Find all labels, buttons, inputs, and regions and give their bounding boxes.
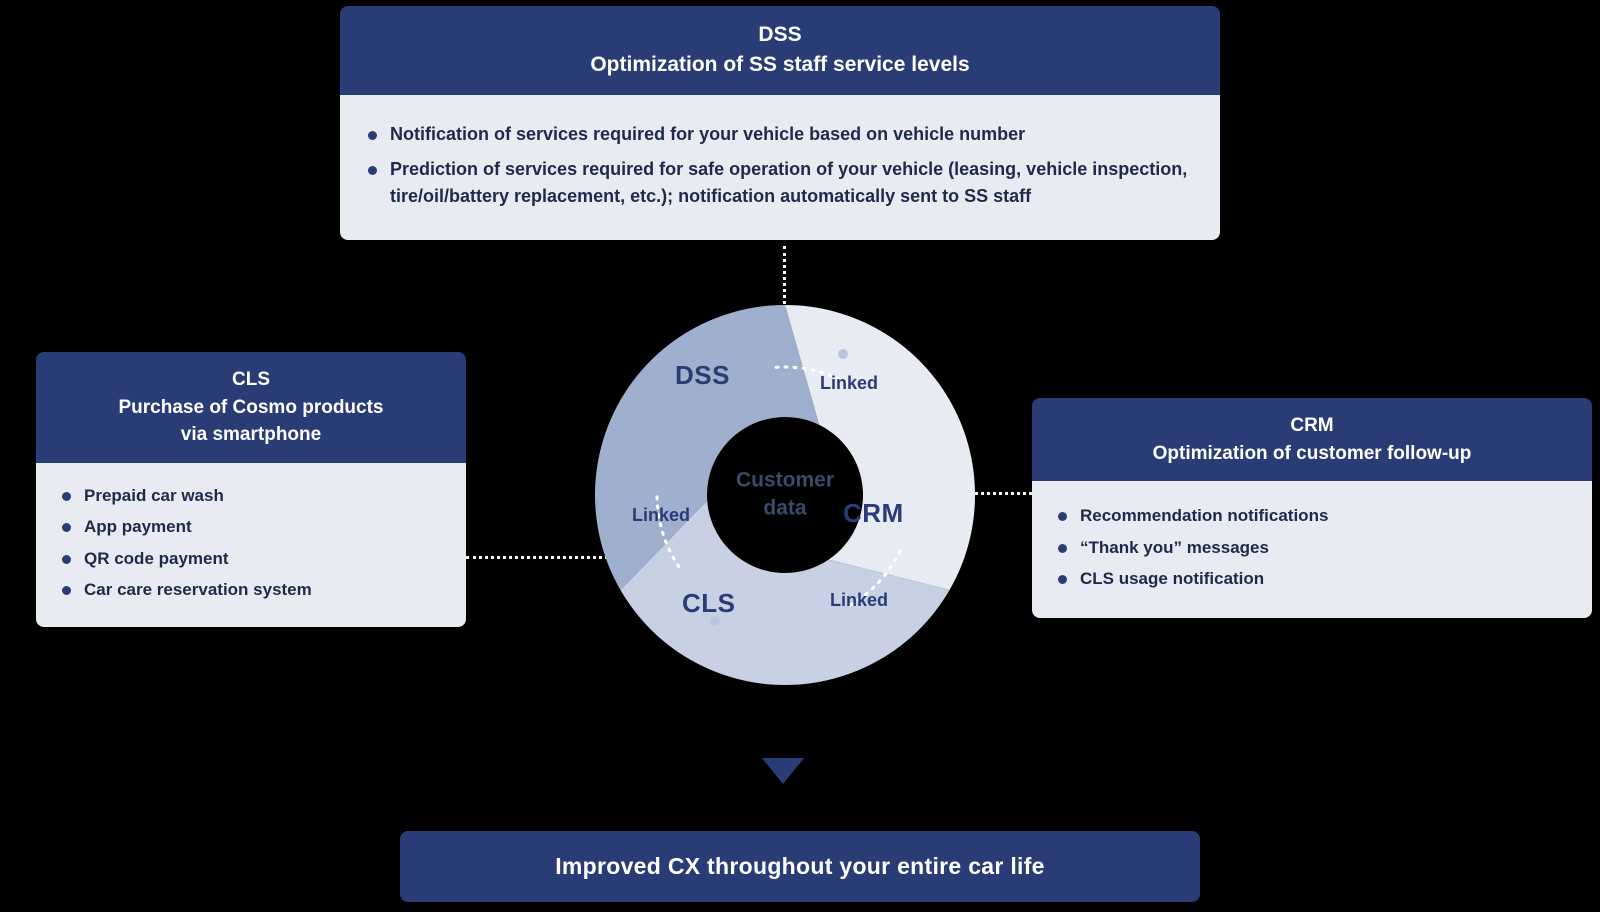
- donut-accent-dot: [710, 616, 720, 626]
- card-cls-bullet: Prepaid car wash: [62, 483, 440, 509]
- card-crm: CRM Optimization of customer follow-up R…: [1032, 398, 1592, 618]
- diagram-canvas: DSS Optimization of SS staff service lev…: [0, 0, 1600, 912]
- card-crm-bullet: Recommendation notifications: [1058, 503, 1566, 529]
- bottom-banner: Improved CX throughout your entire car l…: [400, 831, 1200, 902]
- card-cls-body: Prepaid car wash App payment QR code pay…: [36, 463, 466, 627]
- card-cls: CLS Purchase of Cosmo products via smart…: [36, 352, 466, 627]
- card-cls-bullet: Car care reservation system: [62, 577, 440, 603]
- card-cls-subtitle-2: via smartphone: [181, 424, 321, 445]
- card-crm-body: Recommendation notifications “Thank you”…: [1032, 481, 1592, 618]
- donut-svg: [590, 300, 980, 690]
- bottom-banner-text: Improved CX throughout your entire car l…: [555, 853, 1045, 879]
- down-arrow-icon: [762, 758, 804, 800]
- card-dss-body: Notification of services required for yo…: [340, 95, 1220, 240]
- card-crm-header: CRM Optimization of customer follow-up: [1032, 398, 1592, 481]
- donut-accent-dot: [838, 349, 848, 359]
- card-dss-bullet: Notification of services required for yo…: [368, 121, 1192, 148]
- card-cls-title: CLS: [232, 369, 270, 390]
- card-dss-subtitle: Optimization of SS staff service levels: [590, 53, 969, 76]
- card-dss-title: DSS: [758, 23, 801, 46]
- card-cls-subtitle-1: Purchase of Cosmo products: [119, 397, 384, 418]
- card-crm-subtitle: Optimization of customer follow-up: [1153, 443, 1472, 464]
- card-cls-header: CLS Purchase of Cosmo products via smart…: [36, 352, 466, 463]
- card-crm-title: CRM: [1290, 415, 1333, 436]
- donut-chart: Customer data DSS CRM CLS Linked Linked …: [590, 300, 980, 690]
- card-dss-bullet: Prediction of services required for safe…: [368, 156, 1192, 210]
- card-cls-bullet: App payment: [62, 514, 440, 540]
- donut-segment-dss: [785, 305, 975, 590]
- card-dss: DSS Optimization of SS staff service lev…: [340, 6, 1220, 240]
- card-crm-bullet: “Thank you” messages: [1058, 535, 1566, 561]
- card-crm-bullet: CLS usage notification: [1058, 566, 1566, 592]
- card-cls-bullet: QR code payment: [62, 546, 440, 572]
- card-dss-header: DSS Optimization of SS staff service lev…: [340, 6, 1220, 95]
